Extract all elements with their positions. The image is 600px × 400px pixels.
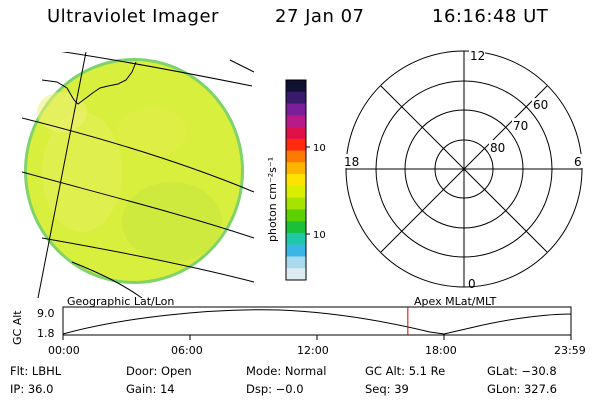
door-info: Door: Open <box>126 364 192 378</box>
longitude-line <box>229 59 255 73</box>
mlat-label-60: 60 <box>533 98 548 112</box>
glon-info: GLon: 327.6 <box>487 382 557 396</box>
color-scale-swatch <box>286 91 306 105</box>
observation-date: 27 Jan 07 <box>275 6 365 27</box>
seq-info: Seq: 39 <box>365 382 409 396</box>
mode-info: Mode: Normal <box>246 364 327 378</box>
color-scale-swatch <box>286 256 306 269</box>
filter-info: Flt: LBHL <box>10 364 62 378</box>
color-scale-swatch <box>286 150 306 163</box>
coastline <box>41 61 137 105</box>
latitude-line <box>22 117 255 193</box>
time-label-0000: 00:00 <box>48 344 80 357</box>
color-scale-swatch <box>286 103 306 116</box>
color-scale-swatch <box>286 268 306 281</box>
instrument-title: Ultraviolet Imager <box>47 6 219 27</box>
color-scale-swatch <box>286 209 306 222</box>
color-scale-swatch <box>286 185 306 199</box>
mlt-label-12: 12 <box>470 49 485 63</box>
time-label-1200: 12:00 <box>297 344 329 357</box>
color-scale: 100 10 photon cm⁻²s⁻¹ <box>266 79 325 281</box>
color-scale-label: photon cm⁻²s⁻¹ <box>266 157 279 242</box>
latitude-line <box>60 52 253 87</box>
altitude-axis-label: GC Alt <box>11 310 24 345</box>
color-scale-swatch <box>286 244 306 257</box>
mlt-label-0: 0 <box>468 277 476 291</box>
time-label-0600: 06:00 <box>171 344 203 357</box>
latitude-line <box>22 171 255 239</box>
color-scale-swatch <box>286 174 306 187</box>
color-scale-frame <box>285 79 307 281</box>
observation-time: 16:16:48 UT <box>432 6 549 27</box>
color-scale-swatches <box>286 80 306 281</box>
latitude-line <box>41 237 255 283</box>
color-scale-swatch <box>286 115 306 128</box>
mlat-label-80: 80 <box>490 141 505 155</box>
mlat-label-70: 70 <box>513 119 528 133</box>
latitude-line <box>71 261 143 298</box>
color-scale-tick-10: 10 <box>313 230 325 241</box>
altitude-tick-9: 9.0 <box>37 307 55 320</box>
mlt-diagonal <box>380 85 548 253</box>
color-scale-swatch <box>286 80 306 93</box>
color-scale-swatch <box>286 127 306 140</box>
color-scale-swatch <box>286 221 306 234</box>
color-scale-tick-100: 100 <box>313 143 325 154</box>
apex-panel-label: Apex MLat/MLT <box>414 295 497 308</box>
mlt-label-6: 6 <box>574 155 582 169</box>
color-scale-swatch <box>286 232 306 246</box>
time-label-2359: 23:59 <box>554 344 586 357</box>
color-scale-swatch <box>286 197 306 210</box>
altitude-curve <box>62 309 572 335</box>
altitude-plot-frame <box>62 306 572 336</box>
gain-info: Gain: 14 <box>126 382 175 396</box>
gc-alt-info: GC Alt: 5.1 Re <box>365 364 446 378</box>
geographic-panel-label: Geographic Lat/Lon <box>67 295 175 308</box>
dsp-info: Dsp: −0.0 <box>246 382 304 396</box>
glat-info: GLat: −30.8 <box>487 364 557 378</box>
polar-grid: 12 18 6 0 60 70 80 <box>343 48 586 291</box>
earth-image <box>22 52 255 298</box>
mlt-label-18: 18 <box>344 155 359 169</box>
altitude-plot: GC Alt 9.0 1.8 00:00 06:00 12:00 18:00 2… <box>11 306 586 357</box>
altitude-tick-1-8: 1.8 <box>37 327 55 340</box>
color-scale-swatch <box>286 138 306 152</box>
color-scale-swatch <box>286 162 306 175</box>
time-label-1800: 18:00 <box>425 344 457 357</box>
longitude-line <box>37 52 87 298</box>
ip-info: IP: 36.0 <box>10 382 54 396</box>
